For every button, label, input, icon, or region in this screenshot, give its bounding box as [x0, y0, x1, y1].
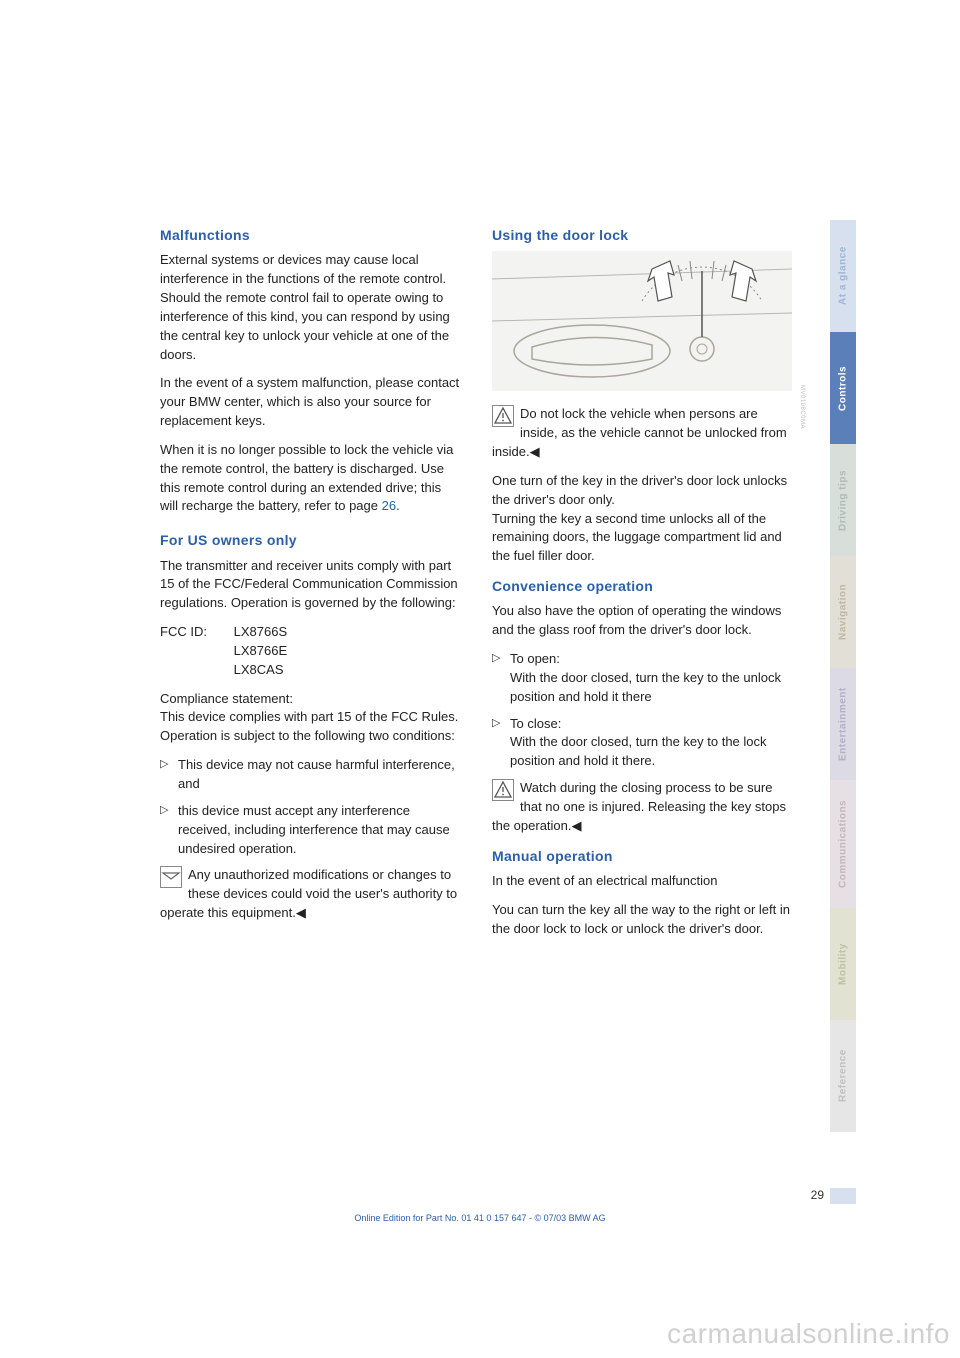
tab-communications[interactable]: Communications — [830, 780, 856, 908]
heading-convenience: Convenience operation — [492, 576, 792, 596]
list-item: This device may not cause harmful interf… — [160, 756, 460, 794]
fcc-label: FCC ID: — [160, 623, 230, 642]
footer-text: Online Edition for Part No. 01 41 0 157 … — [0, 1213, 960, 1223]
warning-icon — [492, 779, 514, 801]
body-text: The transmitter and receiver units compl… — [160, 557, 460, 614]
note-text: Any unauthorized modifications or change… — [160, 867, 457, 920]
body-text: In the event of a system malfunction, pl… — [160, 374, 460, 431]
tab-navigation[interactable]: Navigation — [830, 556, 856, 668]
tab-entertainment[interactable]: Entertainment — [830, 668, 856, 780]
body-text: External systems or devices may cause lo… — [160, 251, 460, 364]
warning-note: Watch during the closing process to be s… — [492, 779, 792, 836]
figure-reference: MV0108C0MA — [797, 385, 806, 429]
page-number: 29 — [811, 1188, 824, 1202]
body-text: Compliance statement: This device compli… — [160, 690, 460, 747]
heading-door-lock: Using the door lock — [492, 225, 792, 245]
text: Turning the key a second time unlocks al… — [492, 511, 782, 564]
text: To open: — [510, 651, 560, 666]
list-item: To open: With the door closed, turn the … — [492, 650, 792, 707]
left-column: Malfunctions External systems or devices… — [160, 225, 460, 948]
heading-manual: Manual operation — [492, 846, 792, 866]
tab-reference[interactable]: Reference — [830, 1020, 856, 1132]
watermark: carmanualsonline.info — [667, 1318, 950, 1350]
body-text: You also have the option of operating th… — [492, 602, 792, 640]
text: . — [396, 498, 400, 513]
tab-driving-tips[interactable]: Driving tips — [830, 444, 856, 556]
tab-mobility[interactable]: Mobility — [830, 908, 856, 1020]
fcc-value: LX8CAS — [234, 662, 284, 677]
list-item: this device must accept any interference… — [160, 802, 460, 859]
body-text: When it is no longer possible to lock th… — [160, 441, 460, 516]
warning-icon — [492, 405, 514, 427]
note-text: Do not lock the vehicle when persons are… — [492, 406, 787, 459]
fcc-value: LX8766S — [234, 624, 288, 639]
text: With the door closed, turn the key to th… — [510, 734, 767, 768]
text: This device complies with part 15 of the… — [160, 709, 458, 743]
info-icon — [160, 866, 182, 888]
text: External systems or devices may cause lo… — [160, 252, 446, 286]
text: When it is no longer possible to lock th… — [160, 442, 453, 514]
text: To close: — [510, 716, 561, 731]
body-text: You can turn the key all the way to the … — [492, 901, 792, 939]
note-text: Watch during the closing process to be s… — [492, 780, 786, 833]
list-item: To close: With the door closed, turn the… — [492, 715, 792, 772]
fcc-values: LX8766S LX8766E LX8CAS — [234, 623, 288, 680]
warning-note: Do not lock the vehicle when persons are… — [492, 405, 792, 462]
info-note: Any unauthorized modifications or change… — [160, 866, 460, 923]
right-column: Using the door lock — [492, 225, 792, 948]
text: With the door closed, turn the key to th… — [510, 670, 781, 704]
page-link[interactable]: 26 — [382, 498, 396, 513]
fcc-id-block: FCC ID: LX8766S LX8766E LX8CAS — [160, 623, 460, 680]
section-tabs: At a glance Controls Driving tips Naviga… — [830, 220, 856, 1132]
text: One turn of the key in the driver's door… — [492, 473, 787, 507]
page-content: Malfunctions External systems or devices… — [160, 225, 800, 948]
text: Should the remote control fail to operat… — [160, 290, 450, 362]
tab-at-a-glance[interactable]: At a glance — [830, 220, 856, 332]
body-text: In the event of an electrical malfunctio… — [492, 872, 792, 891]
fcc-value: LX8766E — [234, 643, 288, 658]
heading-us-owners: For US owners only — [160, 530, 460, 550]
heading-malfunctions: Malfunctions — [160, 225, 460, 245]
page-number-marker — [830, 1188, 856, 1204]
door-lock-figure — [492, 251, 792, 391]
body-text: One turn of the key in the driver's door… — [492, 472, 792, 566]
text: Compliance statement: — [160, 691, 293, 706]
tab-controls[interactable]: Controls — [830, 332, 856, 444]
